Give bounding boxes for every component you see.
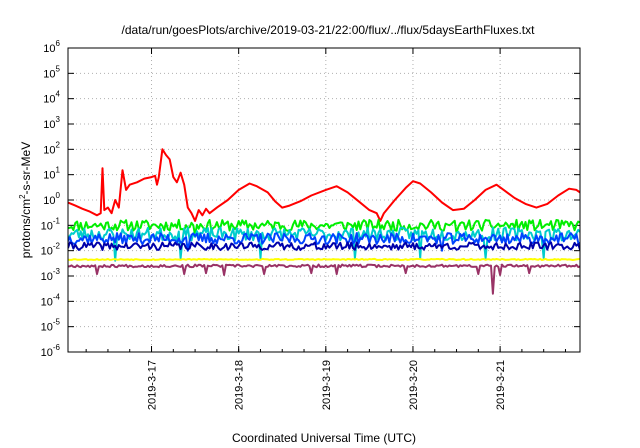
x-tick-label: 2019-3-18 [234, 360, 246, 410]
y-tick-label: 105 [43, 64, 60, 80]
y-tick-label: 100 [43, 191, 60, 207]
y-axis-label: protons/cm2-s-sr-MeV [18, 142, 33, 258]
y-tick-label: 10-6 [41, 343, 61, 359]
y-tick-label: 10-2 [41, 242, 61, 258]
y-tick-label: 10-5 [41, 318, 61, 334]
y-tick-label: 101 [43, 166, 60, 182]
series-line-1 [68, 148, 580, 222]
series-line-7 [68, 263, 580, 295]
y-tick-label: 104 [43, 90, 60, 106]
y-tick-label: 106 [43, 39, 60, 55]
series-line-2 [68, 218, 580, 237]
x-tick-label: 2019-3-21 [495, 360, 507, 410]
plot-frame [67, 47, 581, 353]
x-tick-label: 2019-3-20 [408, 360, 420, 410]
y-tick-label: 10-3 [41, 267, 61, 283]
y-tick-label: 102 [43, 140, 60, 156]
x-tick-label: 2019-3-17 [147, 360, 159, 410]
y-tick-label: 10-4 [41, 292, 61, 308]
series-line-6 [68, 257, 580, 261]
y-tick-label: 10-1 [41, 216, 61, 232]
y-tick-label: 103 [43, 115, 60, 131]
plot-series-group [68, 148, 580, 295]
chart-title: /data/run/goesPlots/archive/2019-03-21/2… [122, 23, 536, 37]
x-axis-label: Coordinated Universal Time (UTC) [232, 431, 416, 445]
x-tick-label: 2019-3-19 [321, 360, 333, 410]
series-line-5 [68, 241, 580, 251]
series-line-4 [68, 232, 580, 252]
